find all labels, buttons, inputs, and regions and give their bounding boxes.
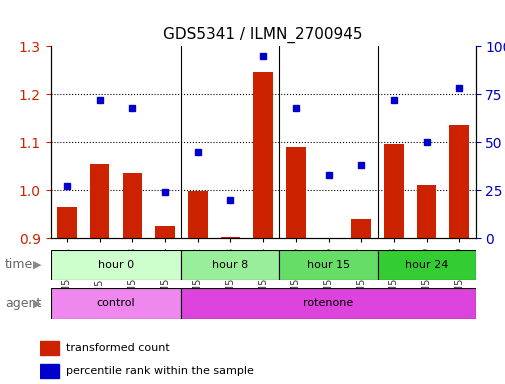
Text: control: control (96, 298, 135, 308)
Bar (220, 237, 240, 238)
Text: percentile rank within the sample: percentile rank within the sample (66, 366, 253, 376)
Text: hour 24: hour 24 (404, 260, 447, 270)
Text: hour 0: hour 0 (98, 260, 134, 270)
Bar (350, 219, 370, 238)
Bar (383, 144, 403, 238)
Bar (57, 207, 77, 238)
Text: transformed count: transformed count (66, 343, 169, 353)
Bar (122, 173, 142, 238)
Text: hour 8: hour 8 (212, 260, 248, 270)
Text: time: time (5, 258, 33, 271)
FancyBboxPatch shape (50, 288, 181, 319)
Bar (285, 147, 305, 238)
Text: agent: agent (5, 297, 41, 310)
Text: GDS5341 / ILMN_2700945: GDS5341 / ILMN_2700945 (163, 27, 362, 43)
Text: ▶: ▶ (33, 298, 41, 308)
FancyBboxPatch shape (50, 250, 181, 280)
FancyBboxPatch shape (279, 250, 377, 280)
Bar (187, 191, 207, 238)
Bar (253, 73, 272, 238)
Bar (416, 185, 435, 238)
Text: rotenone: rotenone (303, 298, 353, 308)
FancyBboxPatch shape (181, 250, 279, 280)
Bar (90, 164, 109, 238)
Bar (155, 226, 175, 238)
Text: hour 15: hour 15 (307, 260, 349, 270)
Text: ▶: ▶ (33, 260, 41, 270)
Bar (40, 341, 59, 355)
FancyBboxPatch shape (377, 250, 475, 280)
Bar (40, 364, 59, 378)
Bar (448, 125, 468, 238)
FancyBboxPatch shape (181, 288, 475, 319)
